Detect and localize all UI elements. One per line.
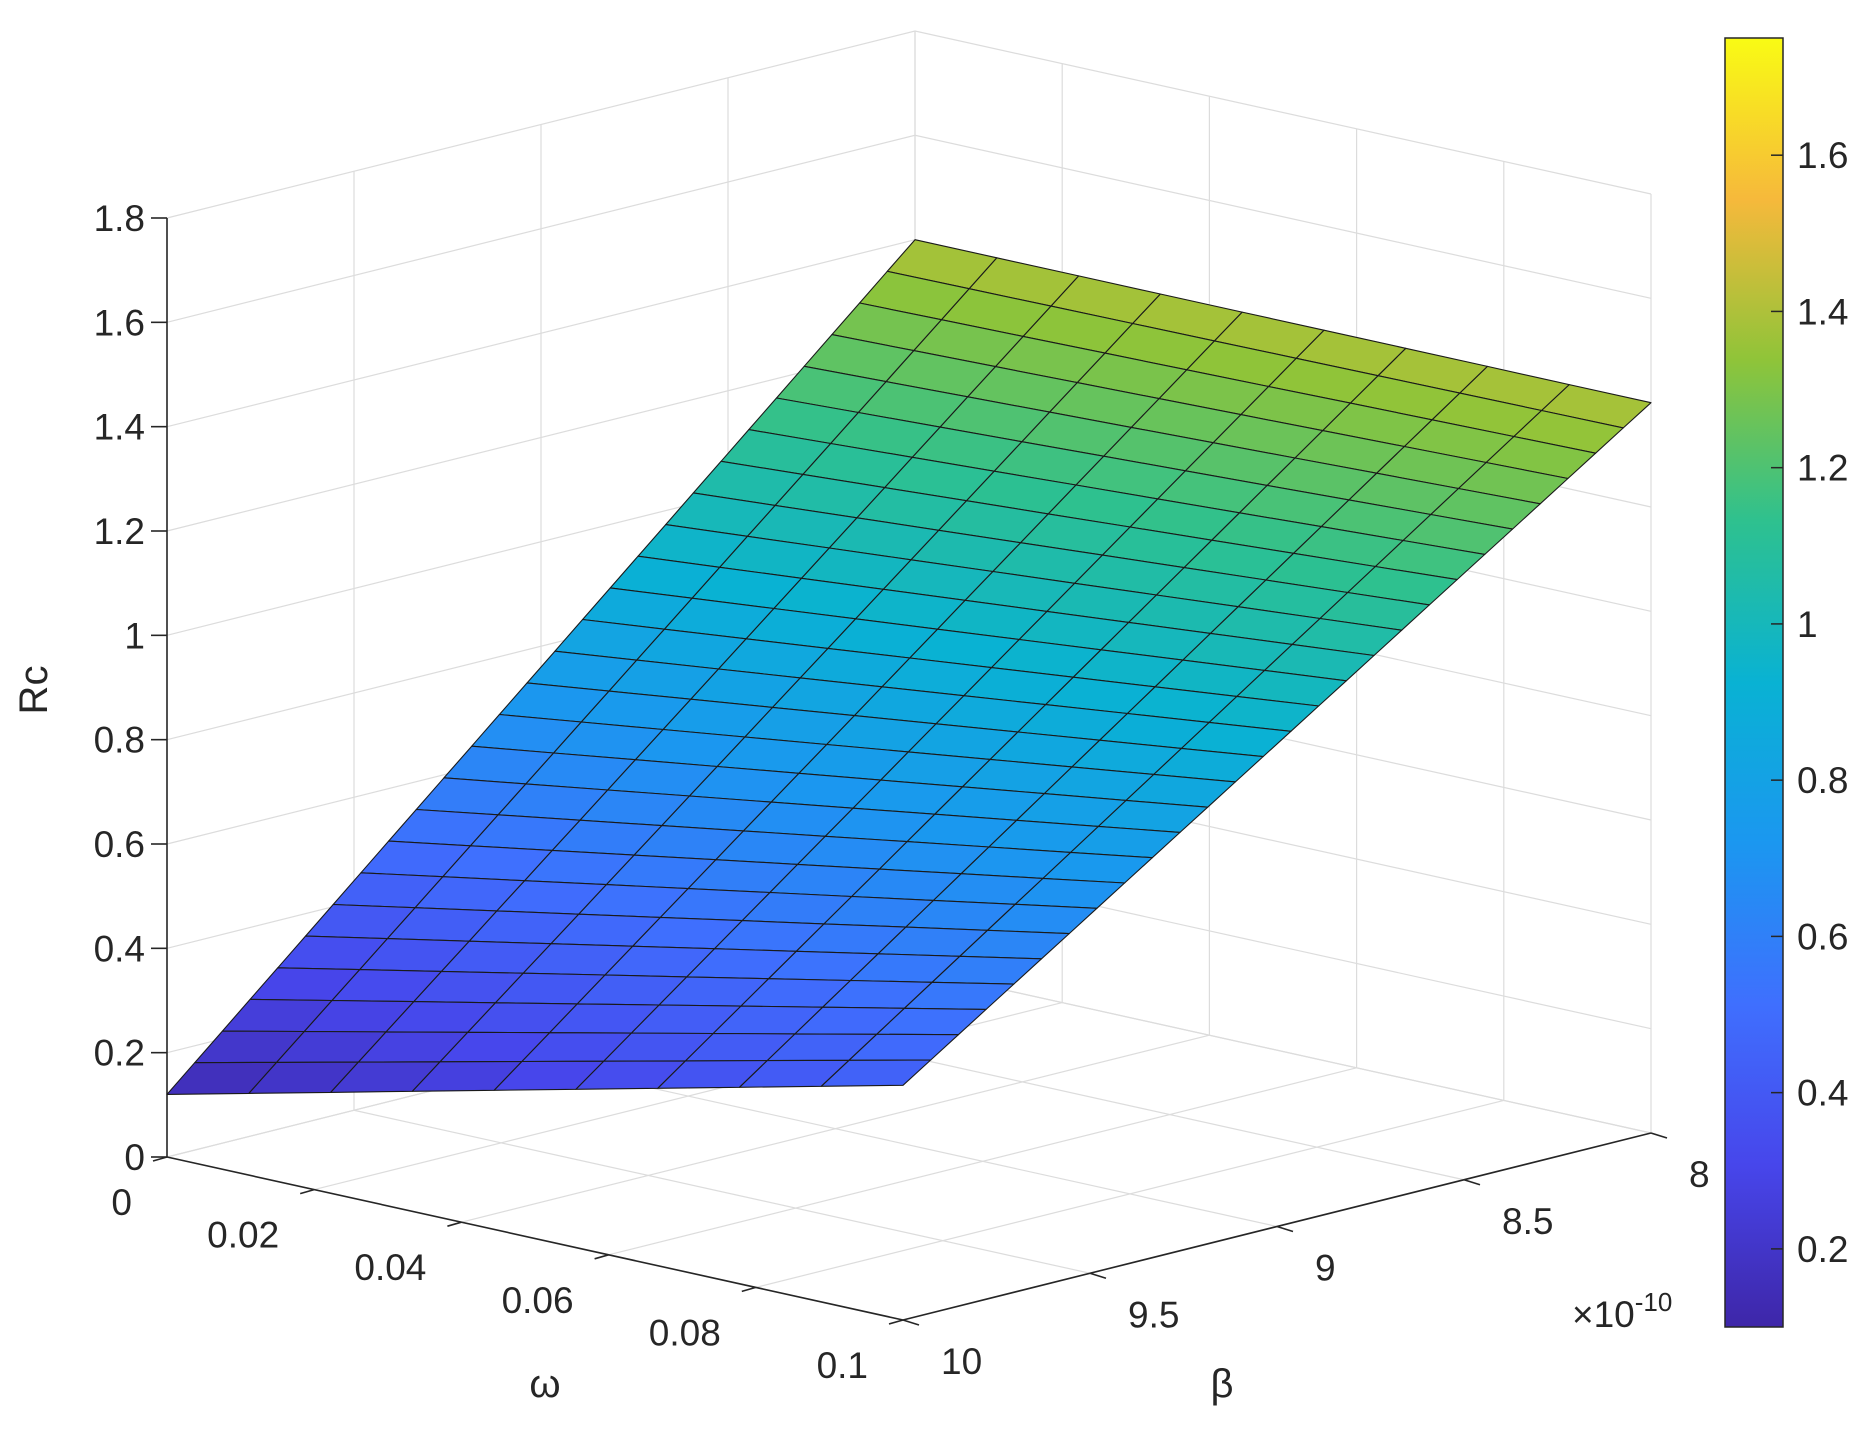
colorbar	[1724, 37, 1784, 1328]
x-tick-label: 0	[111, 1182, 132, 1223]
axis-ticks: 0 0.2 0.4 0.6 0.8 1 1.2 1.4 1.6 1.8 0 0.02 0.04 0.06 0…	[94, 198, 1710, 1386]
x-tick-label: 0.08	[649, 1312, 721, 1353]
y-tick-label: 9.5	[1128, 1294, 1179, 1335]
surface-mesh	[166, 239, 1652, 1095]
z-tick-label: 1	[124, 615, 145, 656]
y-tick-label: 10	[941, 1341, 982, 1382]
surface-facet	[166, 1061, 278, 1095]
x-tick-mark	[594, 1254, 609, 1260]
wall-gridline	[166, 134, 1652, 323]
x-tick-mark	[299, 1188, 315, 1195]
y-tick-label: 8	[1689, 1154, 1710, 1195]
x-tick-mark	[888, 1319, 904, 1325]
y-tick-mark	[1276, 1225, 1294, 1233]
x-tick-label: 0.06	[502, 1280, 574, 1321]
x-axis-label: ω	[529, 1362, 560, 1406]
x-tick-label: 0.02	[207, 1215, 279, 1256]
x-tick-label: 0.04	[354, 1247, 426, 1288]
z-tick-label: 1.6	[94, 302, 145, 343]
z-tick-label: 0.6	[94, 824, 145, 865]
floor-gridline	[353, 1109, 1091, 1274]
y-tick-mark	[1089, 1272, 1107, 1280]
y-tick-mark	[1463, 1178, 1481, 1186]
colorbar-tick-label: 0.2	[1797, 1229, 1848, 1270]
z-tick-label: 0.8	[94, 720, 145, 761]
y-tick-mark	[902, 1319, 920, 1326]
z-tick-label: 1.2	[94, 511, 145, 552]
z-tick-label: 0	[124, 1137, 145, 1178]
z-tick-label: 0.4	[94, 928, 145, 969]
x-tick-mark	[152, 1156, 168, 1162]
z-axis-label: Rc	[12, 666, 56, 715]
y-axis-exponent: ×10-10	[1572, 1287, 1672, 1335]
colorbar-tick-label: 1.6	[1797, 135, 1848, 176]
x-axis-line	[166, 1156, 904, 1321]
x-tick-mark	[741, 1286, 757, 1293]
y-axis-label: β	[1210, 1362, 1233, 1406]
y-tick-label: 9	[1315, 1248, 1336, 1289]
y-tick-label: 8.5	[1502, 1201, 1553, 1242]
x-tick-label: 0.1	[817, 1345, 868, 1386]
y-tick-mark	[1650, 1132, 1668, 1139]
colorbar-tick-label: 0.6	[1797, 916, 1848, 957]
colorbar-tick-label: 0.8	[1797, 760, 1848, 801]
colorbar-tick-label: 1.2	[1797, 448, 1848, 489]
wall-gridline	[166, 30, 1652, 219]
z-tick-label: 1.8	[94, 198, 145, 239]
colorbar-tick-label: 1.4	[1797, 291, 1848, 332]
colorbar-tick-label: 1	[1797, 604, 1818, 645]
x-tick-mark	[447, 1221, 462, 1227]
colorbar-ticks: 0.2 0.4 0.6 0.8 1 1.2 1.4 1.6	[1771, 135, 1848, 1270]
z-tick-label: 1.4	[94, 407, 145, 448]
colorbar-tick-label: 0.4	[1797, 1073, 1848, 1114]
z-tick-label: 0.2	[94, 1033, 145, 1074]
floor-gridline	[540, 1062, 1278, 1228]
